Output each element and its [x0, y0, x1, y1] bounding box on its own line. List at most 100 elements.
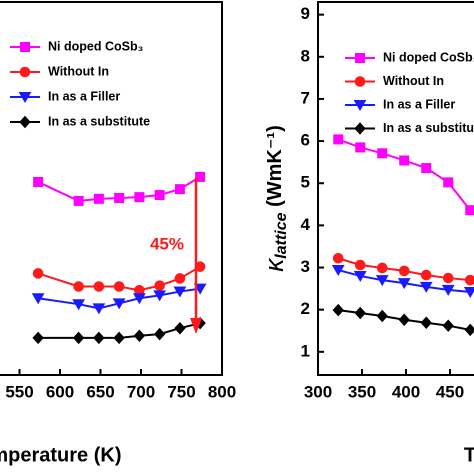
marker — [332, 303, 344, 317]
y-tick-label: 5 — [301, 173, 310, 192]
marker — [443, 177, 454, 188]
marker — [134, 192, 145, 203]
marker — [133, 329, 146, 343]
legend-label: Ni doped CoSb₃ — [48, 39, 144, 53]
legend-label: Ni doped CoSb₃ — [383, 50, 474, 64]
marker — [153, 290, 166, 302]
marker — [419, 281, 433, 293]
marker — [173, 286, 187, 298]
legend-marker — [354, 122, 366, 135]
y-label-symbol: κ — [259, 257, 289, 272]
legend-label: Without In — [48, 64, 109, 78]
marker — [420, 269, 432, 281]
x-tick-label: 650 — [86, 382, 114, 401]
marker — [113, 281, 125, 292]
y-tick-label: 1 — [301, 341, 310, 360]
marker — [464, 274, 474, 286]
marker — [114, 192, 125, 203]
legend-marker — [19, 115, 31, 129]
annotation-label: 45% — [150, 234, 184, 253]
marker — [463, 286, 474, 298]
y-tick-label: 3 — [301, 257, 310, 276]
legend-marker — [19, 66, 31, 78]
y-tick-label: 2 — [301, 299, 310, 318]
marker — [376, 309, 388, 323]
y-label-sub: lattice — [273, 212, 290, 258]
legend-label: In as a substitute — [48, 114, 150, 128]
legend-label: In as a Filler — [383, 97, 455, 111]
x-tick-label: 800 — [208, 382, 236, 401]
y-tick-label: 4 — [301, 215, 311, 234]
marker — [465, 205, 474, 216]
marker — [398, 313, 410, 327]
marker — [442, 272, 454, 284]
marker — [464, 323, 474, 337]
marker — [33, 176, 44, 187]
x-tick-label: 400 — [392, 382, 420, 401]
marker — [355, 142, 366, 153]
marker — [441, 284, 455, 296]
marker — [377, 148, 388, 159]
marker — [154, 190, 165, 201]
marker — [353, 270, 367, 282]
x-tick-label: 450 — [436, 382, 464, 401]
marker — [73, 195, 84, 206]
marker — [112, 298, 126, 310]
legend-marker — [354, 76, 366, 87]
marker — [92, 303, 106, 315]
marker — [195, 171, 206, 182]
legend-marker — [355, 53, 365, 63]
marker — [93, 331, 105, 345]
x-axis-label: Temperature (K) — [0, 444, 122, 466]
marker — [354, 259, 366, 271]
marker — [174, 321, 186, 335]
marker — [133, 293, 146, 305]
marker — [333, 134, 344, 145]
y-tick-label: 8 — [301, 46, 310, 65]
x-tick-label: 550 — [5, 382, 33, 401]
y-label-unit: (WmK⁻¹) — [264, 125, 286, 212]
x-tick-label: 700 — [127, 382, 155, 401]
marker — [399, 155, 410, 166]
series-line — [37, 287, 201, 310]
marker — [331, 265, 345, 277]
y-tick-label: 9 — [301, 4, 310, 23]
legend-marker — [20, 42, 30, 52]
annotation-arrowhead — [190, 318, 202, 334]
marker — [154, 280, 165, 291]
legend-label: In as a substitute — [383, 121, 474, 135]
marker — [421, 163, 432, 174]
marker — [354, 306, 366, 320]
marker — [193, 283, 207, 295]
y-tick-label: 7 — [301, 88, 310, 107]
marker — [32, 331, 44, 345]
marker — [93, 281, 105, 292]
marker — [397, 278, 411, 290]
marker — [32, 268, 44, 279]
marker — [398, 265, 410, 277]
marker — [174, 273, 186, 284]
y-tick-label: 6 — [301, 131, 310, 150]
legend-label: In as a Filler — [48, 89, 120, 103]
plot-frame — [0, 1, 223, 376]
marker — [153, 327, 166, 341]
marker — [174, 184, 185, 195]
marker — [31, 293, 45, 305]
marker — [113, 331, 125, 345]
x-tick-label: 750 — [167, 382, 195, 401]
marker — [375, 275, 389, 287]
legend-marker — [353, 100, 367, 111]
x-axis-label: T — [464, 444, 474, 466]
marker — [332, 252, 344, 264]
legend-label: Without In — [383, 74, 444, 88]
marker — [376, 262, 388, 274]
marker — [72, 299, 85, 311]
marker — [73, 281, 84, 292]
marker — [442, 319, 454, 332]
marker — [420, 316, 432, 329]
y-axis-label: κlattice (WmK⁻¹) — [259, 125, 290, 271]
marker — [72, 331, 85, 345]
marker — [93, 193, 104, 204]
